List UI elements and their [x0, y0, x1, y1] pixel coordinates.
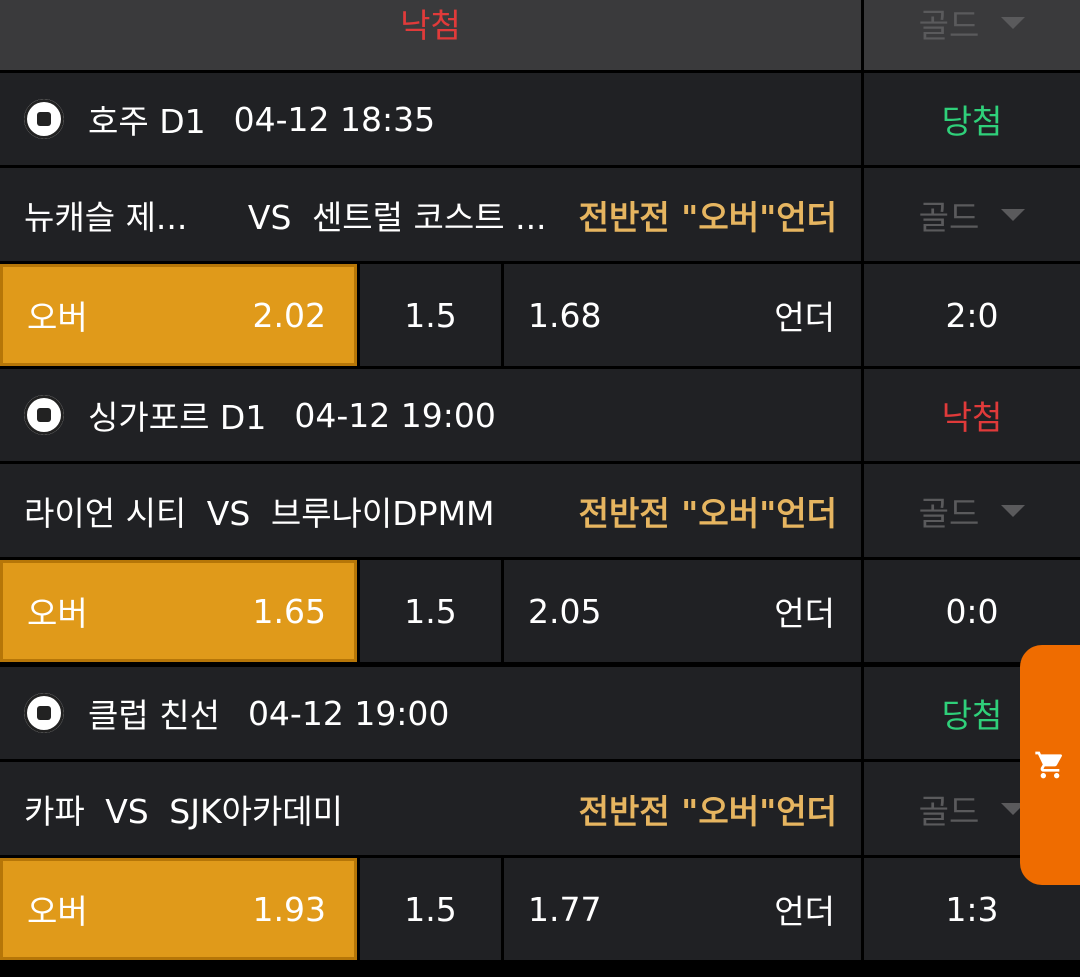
over-odds: 1.93	[252, 889, 326, 929]
vs-label: VS	[105, 791, 149, 831]
shopping-cart-icon	[1035, 751, 1062, 779]
vs-label: VS	[247, 197, 292, 237]
result-status: 당첨	[941, 696, 1003, 735]
result-status: 당첨	[941, 102, 1003, 141]
cart-button[interactable]	[1020, 645, 1080, 885]
match-time: 04-12 19:00	[294, 395, 496, 435]
game-header: 싱가포르 D1 04-12 19:00 낙첨	[0, 369, 1080, 461]
away-team: 센트럴 코스트 ...	[311, 197, 547, 237]
under-label: 언더	[774, 892, 835, 931]
under-odds-button[interactable]: 1.77 언더	[504, 858, 861, 960]
home-team: 카파	[24, 791, 85, 831]
under-odds: 1.68	[528, 295, 602, 335]
soccer-ball-icon	[24, 395, 64, 435]
home-team: 뉴캐슬 제...	[24, 197, 188, 237]
away-team: 브루나이DPMM	[270, 493, 495, 533]
previous-game-footer: 낙첨 골드	[0, 0, 1080, 70]
match-row: 뉴캐슬 제... VS 센트럴 코스트 ... 전반전 "오버"언더 골드	[0, 168, 1080, 261]
score: 0:0	[945, 591, 999, 631]
odds-row: 오버 2.02 1.5 1.68 언더 2:0	[0, 264, 1080, 366]
under-odds-button[interactable]: 1.68 언더	[504, 264, 861, 366]
handicap-line: 1.5	[404, 591, 457, 631]
under-odds: 2.05	[528, 591, 602, 631]
bet-select-label: 골드	[918, 493, 980, 533]
market-name: 전반전 "오버"언더	[578, 493, 837, 533]
result-status: 낙첨	[400, 6, 461, 45]
over-label: 오버	[27, 594, 88, 633]
bet-select-label: 골드	[918, 197, 980, 237]
away-team: SJK아카데미	[169, 791, 344, 831]
caret-down-icon	[1001, 802, 1026, 815]
over-odds-button[interactable]: 오버 1.65	[0, 560, 357, 662]
soccer-ball-icon	[24, 693, 64, 733]
caret-down-icon	[1001, 504, 1026, 517]
league-name: 싱가포르 D1	[88, 398, 267, 437]
over-label: 오버	[27, 298, 88, 337]
under-odds-button[interactable]: 2.05 언더	[504, 560, 861, 662]
over-odds-button[interactable]: 오버 2.02	[0, 264, 357, 366]
game-header: 클럽 친선 04-12 19:00 당첨	[0, 667, 1080, 759]
score: 2:0	[945, 295, 999, 335]
over-odds: 2.02	[252, 295, 326, 335]
market-name: 전반전 "오버"언더	[578, 791, 837, 831]
odds-row: 오버 1.93 1.5 1.77 언더 1:3	[0, 858, 1080, 960]
match-row: 라이언 시티 VS 브루나이DPMM 전반전 "오버"언더 골드	[0, 464, 1080, 557]
bet-select-label: 골드	[918, 6, 980, 45]
vs-label: VS	[206, 493, 251, 533]
match-time: 04-12 19:00	[247, 693, 450, 733]
bet-select[interactable]: 골드	[864, 0, 1080, 70]
caret-down-icon	[1001, 208, 1026, 221]
soccer-ball-icon	[24, 99, 64, 139]
handicap-line: 1.5	[404, 295, 457, 335]
home-team: 라이언 시티	[24, 493, 187, 533]
over-odds-button[interactable]: 오버 1.93	[0, 858, 357, 960]
under-label: 언더	[774, 298, 835, 337]
under-odds: 1.77	[528, 889, 602, 929]
under-label: 언더	[774, 594, 835, 633]
over-odds: 1.65	[252, 591, 326, 631]
score: 1:3	[945, 889, 999, 929]
market-name: 전반전 "오버"언더	[578, 197, 837, 237]
league-name: 호주 D1	[88, 102, 206, 141]
caret-down-icon	[1001, 17, 1026, 29]
odds-row: 오버 1.65 1.5 2.05 언더 0:0	[0, 560, 1080, 662]
match-row: 카파 VS SJK아카데미 전반전 "오버"언더 골드	[0, 762, 1080, 855]
bet-select[interactable]: 골드	[864, 464, 1080, 557]
bet-select[interactable]: 골드	[864, 168, 1080, 261]
result-status: 낙첨	[941, 398, 1003, 437]
over-label: 오버	[27, 892, 88, 931]
match-time: 04-12 18:35	[233, 99, 436, 139]
bet-select-label: 골드	[918, 791, 980, 831]
handicap-line: 1.5	[404, 889, 457, 929]
game-header: 호주 D1 04-12 18:35 당첨	[0, 73, 1080, 165]
league-name: 클럽 친선	[88, 696, 220, 735]
